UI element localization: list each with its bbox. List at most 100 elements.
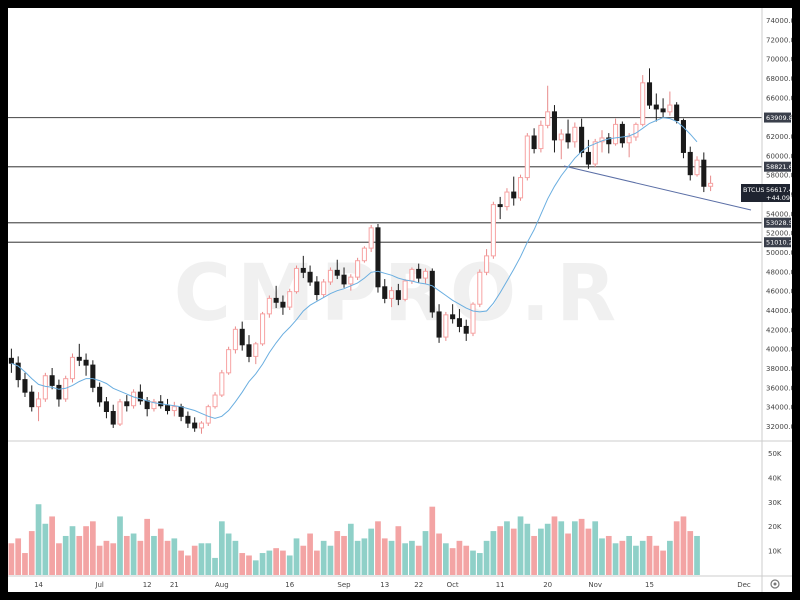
time-tick-label: Oct xyxy=(447,581,459,589)
trendline[interactable] xyxy=(563,165,752,211)
volume-bar xyxy=(626,535,632,575)
volume-bar xyxy=(123,535,130,575)
volume-bar xyxy=(660,550,666,575)
price-level-label: 51010.26 xyxy=(766,239,792,247)
volume-bar xyxy=(252,560,259,575)
candle xyxy=(246,335,252,363)
candle xyxy=(22,372,28,397)
candle xyxy=(382,279,388,304)
volume-bar xyxy=(178,550,184,575)
candle xyxy=(422,268,429,284)
candle xyxy=(633,122,639,141)
volume-bar xyxy=(15,538,22,575)
candle xyxy=(110,404,116,428)
volume-bar xyxy=(151,535,157,575)
volume-bar xyxy=(320,540,327,575)
symbol-label: BTCUSD xyxy=(743,186,769,194)
price-level-tag xyxy=(764,237,791,248)
candle xyxy=(470,302,476,337)
price-tick-label: 32000.00 xyxy=(766,423,792,431)
volume-bar xyxy=(56,543,62,575)
price-tick-label: 40000.00 xyxy=(766,346,792,354)
price-level-labels: 63909.82 58821.66 53028.55 51010.26 xyxy=(764,112,797,248)
candle xyxy=(606,133,612,154)
price-level-label: 63909.82 xyxy=(766,114,792,122)
candle xyxy=(97,382,103,407)
price-tick-label: 34000.00 xyxy=(766,404,792,412)
volume-bar xyxy=(639,540,646,575)
candle xyxy=(117,398,123,426)
volume-tick-label: 30K xyxy=(768,499,782,507)
volume-bar xyxy=(388,540,395,575)
tradingview-chart[interactable]: CMPRO.R 74000.00 72000.00 70000.00 68000.00… xyxy=(8,8,799,592)
volume-bar xyxy=(69,526,76,575)
candle xyxy=(450,304,456,324)
candle xyxy=(348,274,354,291)
candle xyxy=(287,288,293,310)
time-axis[interactable]: 14 Jul 12 21 Aug 16 Sep 13 22 Oct 11 20 Nov 15 Dec xyxy=(34,581,751,589)
volume-bar xyxy=(42,523,49,575)
volume-bar xyxy=(198,543,205,575)
candle xyxy=(531,128,537,154)
candle xyxy=(389,286,395,308)
price-tick-label: 52000.00 xyxy=(766,230,792,238)
volume-bar xyxy=(510,528,517,575)
volume-bar xyxy=(232,540,239,575)
time-tick-label: 12 xyxy=(143,581,152,589)
last-price-value: 56617.45 xyxy=(766,186,792,194)
candle xyxy=(558,129,564,160)
volume-bar xyxy=(409,540,415,575)
candle xyxy=(477,269,483,308)
candle xyxy=(29,385,35,412)
time-tick-label: 22 xyxy=(414,581,423,589)
volume-axis: 50K 40K 30K 20K 10K xyxy=(768,450,782,556)
volume-bar xyxy=(544,523,551,575)
volume-bar xyxy=(667,540,673,575)
volume-tick-label: 10K xyxy=(768,548,782,556)
volume-bar xyxy=(538,528,544,575)
price-level-label: 58821.66 xyxy=(766,163,792,171)
candle xyxy=(212,392,218,409)
price-tick-label: 36000.00 xyxy=(766,384,792,392)
volume-bar xyxy=(293,538,300,575)
volume-bar xyxy=(117,516,123,575)
price-level-tag xyxy=(764,217,791,228)
volume-bar xyxy=(395,526,402,575)
volume-bar xyxy=(694,535,700,575)
time-tick-label: 14 xyxy=(34,581,43,589)
candle xyxy=(375,223,381,293)
candle xyxy=(219,369,225,397)
candle xyxy=(687,146,693,181)
candle xyxy=(660,98,666,118)
candle xyxy=(674,102,680,124)
candle xyxy=(355,257,361,281)
candle xyxy=(463,319,469,341)
volume-bar xyxy=(463,545,470,575)
chart-canvas[interactable]: CMPRO.R 74000.00 72000.00 70000.00 68000.00… xyxy=(8,8,799,592)
candle xyxy=(83,353,89,376)
time-tick-label: Jul xyxy=(94,581,104,589)
settings-gear-icon[interactable] xyxy=(770,579,780,589)
volume-bar xyxy=(130,533,137,575)
volume-bar xyxy=(578,518,585,575)
candle xyxy=(524,133,530,181)
moving-average-line xyxy=(11,117,698,419)
change-percent: +44.09% xyxy=(766,194,792,202)
price-level-lines[interactable] xyxy=(8,116,762,243)
candle xyxy=(192,417,198,432)
price-tick-label: 58000.00 xyxy=(766,172,792,180)
candle xyxy=(69,353,76,383)
candle xyxy=(490,201,496,259)
candle xyxy=(56,379,62,407)
volume-bar xyxy=(35,504,42,575)
volume-bar xyxy=(612,543,619,575)
volume-bar xyxy=(8,543,15,575)
price-tick-label: 60000.00 xyxy=(766,152,792,160)
time-tick-label: Sep xyxy=(337,581,351,589)
volume-bar xyxy=(361,538,368,575)
candle xyxy=(646,68,653,109)
candle xyxy=(198,421,205,434)
candle xyxy=(402,279,408,302)
price-level-label: 53028.55 xyxy=(766,219,792,227)
